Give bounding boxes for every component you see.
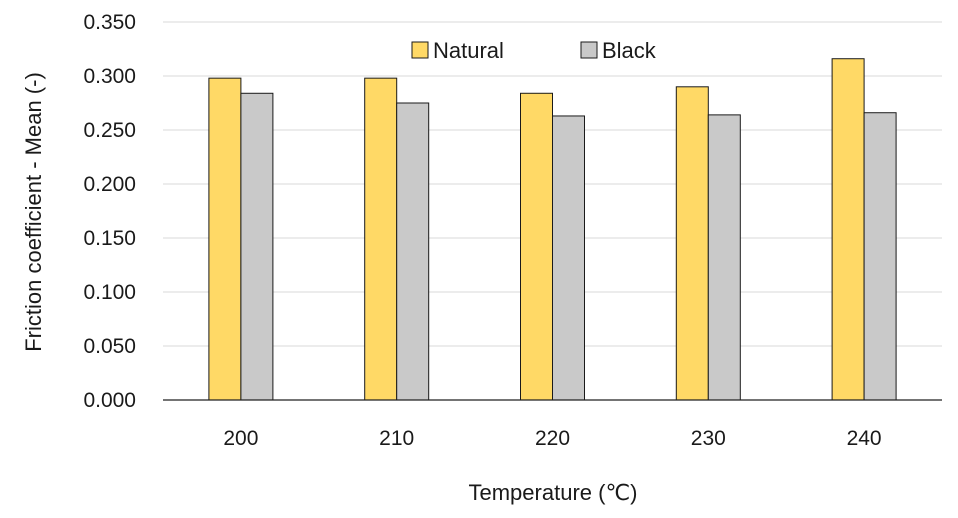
bar-natural-240 xyxy=(831,58,865,401)
x-axis-title: Temperature (℃) xyxy=(469,480,638,505)
y-tick-labels: 0.000 0.050 0.100 0.150 0.200 0.250 0.300 0.350 xyxy=(83,11,136,412)
y-tick-label: 0.150 xyxy=(83,227,136,250)
y-tick-label: 0.350 xyxy=(83,11,136,34)
x-tick-labels: 200 210 220 230 240 xyxy=(223,427,881,450)
bar-natural-200 xyxy=(208,77,242,401)
bar-black-210 xyxy=(396,102,430,401)
bar-black-200 xyxy=(240,92,274,401)
y-tick-label: 0.050 xyxy=(83,335,136,358)
y-tick-label: 0.250 xyxy=(83,119,136,142)
x-tick-label: 210 xyxy=(379,427,414,450)
x-tick-label: 230 xyxy=(691,427,726,450)
legend-label-natural: Natural xyxy=(433,38,504,63)
y-tick-label: 0.300 xyxy=(83,65,136,88)
y-tick-label: 0.000 xyxy=(83,389,136,412)
x-tick-label: 240 xyxy=(847,427,882,450)
y-tick-label: 0.100 xyxy=(83,281,136,304)
y-axis-title: Friction coefficient - Mean (-) xyxy=(21,72,46,352)
bar-black-230 xyxy=(707,114,741,401)
bar-natural-230 xyxy=(675,86,709,401)
x-tick-label: 200 xyxy=(223,427,258,450)
legend-label-black: Black xyxy=(602,38,657,63)
bars xyxy=(208,58,897,401)
bar-natural-220 xyxy=(520,92,553,401)
bar-black-220 xyxy=(552,115,585,401)
bar-natural-210 xyxy=(364,77,398,401)
bar-black-240 xyxy=(863,112,897,401)
legend-swatch-black xyxy=(580,41,598,59)
y-tick-label: 0.200 xyxy=(83,173,136,196)
x-tick-label: 220 xyxy=(535,427,570,450)
legend: Natural Black xyxy=(411,38,657,63)
legend-swatch-natural xyxy=(411,41,429,59)
